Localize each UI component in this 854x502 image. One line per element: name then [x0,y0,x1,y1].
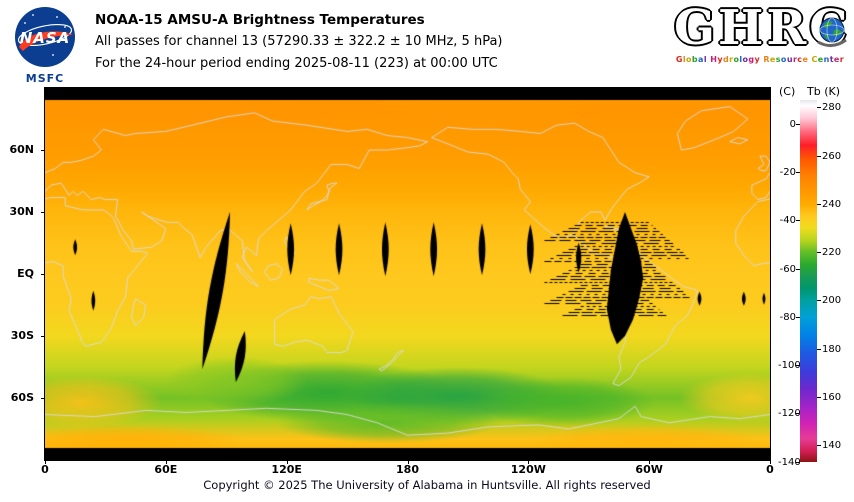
colorbar-celsius-label: 0 [789,118,796,130]
colorbar-gradient [800,100,817,462]
colorbar-kelvin-label: 260 [822,150,842,162]
longitude-axis: 0 60E 120E 180 120W 60W 0 [41,463,774,477]
brightness-temperature-map [45,88,770,460]
colorbar-kelvin-label: 220 [822,247,842,259]
colorbar-kelvin-label: 160 [822,391,842,403]
lon-tick-label: 180 [396,463,419,476]
colorbar: (C) Tb (K) 0 -20 -40 -60 -80 -100 -120 -140 280… [778,85,854,485]
colorbar-celsius-label: -120 [778,408,801,420]
nasa-logo: NASA MSFC [12,5,78,85]
channel-subtitle: All passes for channel 13 (57290.33 ± 32… [95,34,503,49]
colorbar-kelvin-label: 280 [822,102,842,114]
colorbar-kelvin-label: 140 [822,440,842,452]
colorbar-celsius-label: -100 [778,360,801,372]
colorbar-celsius-label: -20 [779,167,796,179]
lat-tick-label: 60N [9,143,34,156]
lat-tick-label: 30N [9,205,34,218]
nasa-meatball-icon: NASA [15,7,75,67]
globe-icon [816,16,848,50]
colorbar-kelvin-label: 240 [822,198,842,210]
period-subtitle: For the 24-hour period ending 2025-08-11… [95,56,498,71]
latitude-axis: 60N 30N EQ 30S 60S [0,88,41,460]
colorbar-unit-kelvin: Tb (K) [807,85,840,98]
page-title: NOAA-15 AMSU-A Brightness Temperatures [95,12,425,28]
copyright-text: Copyright © 2025 The University of Alaba… [203,478,651,492]
colorbar-celsius-label: -60 [779,263,796,275]
colorbar-kelvin-label: 200 [822,295,842,307]
nasa-logo-text: NASA [20,29,71,47]
lon-tick-label: 0 [766,463,774,476]
lon-tick-label: 120E [271,463,302,476]
colorbar-celsius-label: -80 [779,311,796,323]
map-plot [44,87,771,461]
lat-tick-label: 30S [10,329,34,342]
ghrc-subtitle: Global Hydrology Resource Center [675,55,845,64]
colorbar-unit-celsius: (C) [779,85,796,98]
colorbar-kelvin-label: 180 [822,343,842,355]
lat-tick-label: 60S [10,391,34,404]
lon-tick-label: 120W [510,463,546,476]
title-block: NOAA-15 AMSU-A Brightness Temperatures A… [95,9,503,75]
lon-tick-label: 60W [635,463,663,476]
lon-tick-label: 0 [41,463,49,476]
ghrc-logo: GHRC Global Hydrology Resource Center [674,0,851,64]
colorbar-celsius-label: -40 [779,215,796,227]
ghrc-acronym: GHRC [674,0,851,56]
lon-tick-label: 60E [154,463,178,476]
colorbar-celsius-label: -140 [778,456,801,468]
nasa-center-label: MSFC [25,72,65,85]
lat-tick-label: EQ [17,267,34,280]
